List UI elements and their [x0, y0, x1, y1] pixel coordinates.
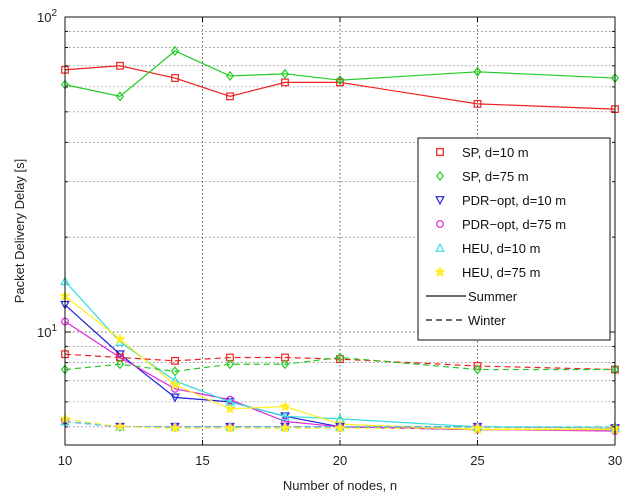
legend-entry: HEU, d=75 m: [434, 265, 540, 280]
legend-entry: PDR−opt, d=10 m: [435, 193, 566, 208]
data-point: [114, 333, 126, 344]
legend-style-entry: Summer: [426, 289, 518, 304]
data-point: [225, 70, 235, 81]
data-point: [169, 422, 181, 433]
data-point: [473, 364, 482, 375]
data-point: [170, 45, 180, 57]
series-line: [64, 65, 616, 110]
data-point: [435, 170, 445, 182]
data-point: [226, 92, 234, 101]
legend-label: HEU, d=75 m: [462, 265, 540, 280]
data-point: [335, 75, 345, 86]
data-point: [169, 378, 181, 390]
legend-entry: SP, d=75 m: [435, 169, 529, 184]
data-point: [334, 422, 346, 433]
data-point: [170, 393, 180, 403]
data-point: [115, 359, 125, 370]
x-tick-label: 20: [333, 453, 347, 468]
y-tick-label: 102: [37, 8, 57, 25]
data-point: [435, 196, 445, 206]
legend-label: SP, d=10 m: [462, 145, 529, 160]
x-axis-label: Number of nodes, n: [283, 478, 397, 493]
data-point: [224, 403, 236, 414]
data-point: [435, 242, 445, 252]
data-point: [281, 78, 289, 87]
series-winter: [60, 352, 620, 377]
legend-entry: HEU, d=10 m: [435, 241, 540, 256]
data-point: [280, 68, 290, 79]
legend-label: HEU, d=10 m: [462, 241, 540, 256]
legend-entry: PDR−opt, d=75 m: [436, 217, 566, 232]
x-tick-label: 25: [470, 453, 484, 468]
data-point: [279, 400, 291, 412]
x-tick-label: 10: [58, 453, 72, 468]
data-point: [280, 411, 290, 421]
series-line: [64, 50, 616, 97]
y-tick-label: 101: [37, 323, 57, 340]
legend-label: Winter: [468, 313, 506, 328]
legend-style-entry: Winter: [426, 313, 506, 328]
data-point: [171, 74, 179, 82]
data-point: [171, 356, 179, 365]
series-line: [64, 418, 615, 429]
series-line: [64, 356, 615, 372]
data-point: [436, 148, 444, 156]
data-point: [279, 422, 291, 433]
y-axis-label: Packet Delivery Delay [s]: [12, 159, 27, 304]
data-point: [280, 359, 290, 370]
data-point: [226, 395, 234, 404]
legend-label: Summer: [468, 289, 518, 304]
legend: SP, d=10 m SP, d=75 m PDR−opt, d=10 m PDR−o…: [417, 137, 611, 341]
data-point: [225, 359, 235, 370]
data-point: [471, 422, 484, 433]
series-line: [64, 353, 616, 371]
legend-label: PDR−opt, d=75 m: [462, 217, 566, 232]
legend-box: [417, 137, 611, 341]
data-point: [114, 420, 126, 432]
legend-label: SP, d=75 m: [462, 169, 529, 184]
ticks: 10 15 20 25 30 101 102: [37, 8, 622, 468]
legend-label: PDR−opt, d=10 m: [462, 193, 566, 208]
data-point: [436, 220, 444, 228]
data-point: [116, 61, 124, 70]
data-point: [115, 91, 125, 102]
data-point: [224, 422, 236, 433]
legend-entry: SP, d=10 m: [436, 145, 529, 160]
data-point: [473, 66, 482, 77]
series-line: [64, 280, 616, 429]
data-point: [473, 99, 482, 108]
data-point: [335, 352, 345, 363]
data-point: [434, 266, 446, 277]
data-point: [336, 78, 344, 87]
x-tick-label: 15: [195, 453, 209, 468]
data-point: [170, 366, 180, 377]
x-tick-label: 30: [608, 453, 622, 468]
